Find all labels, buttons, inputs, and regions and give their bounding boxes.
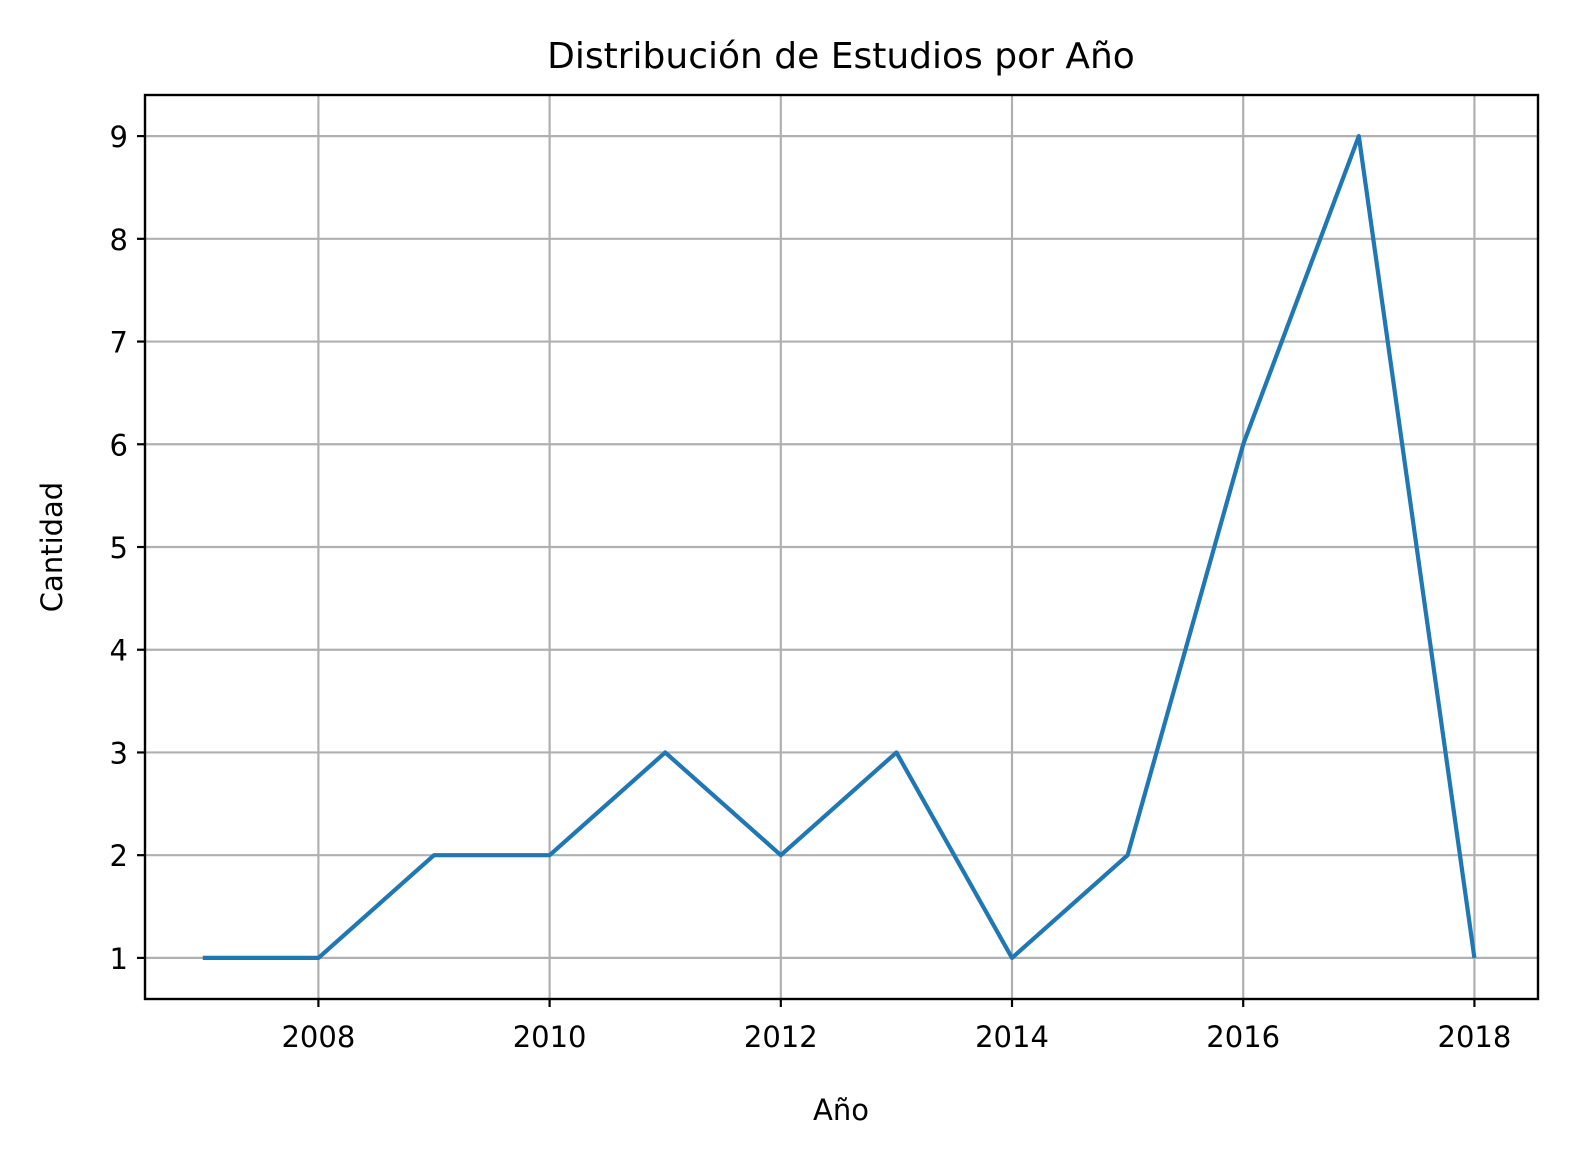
x-tick-label: 2008 bbox=[281, 1020, 355, 1054]
y-tick-label: 3 bbox=[110, 736, 128, 770]
y-tick-label: 2 bbox=[110, 839, 128, 873]
y-tick-label: 1 bbox=[110, 942, 128, 976]
y-tick-label: 5 bbox=[110, 531, 128, 565]
axis-ticks: 2008 2010 2012 2014 2016 2018 1 2 3 4 5 6 7 8 9 bbox=[110, 120, 1512, 1054]
chart-title: Distribución de Estudios por Año bbox=[547, 36, 1135, 77]
series-layer bbox=[202, 133, 1477, 961]
y-tick-label: 4 bbox=[110, 634, 128, 668]
y-tick-label: 7 bbox=[110, 326, 128, 360]
x-axis-label: Año bbox=[813, 1093, 869, 1127]
series-line-0 bbox=[202, 133, 1477, 961]
y-tick-label: 6 bbox=[110, 428, 128, 462]
x-tick-label: 2012 bbox=[744, 1020, 818, 1054]
grid bbox=[145, 95, 1538, 999]
x-tick-label: 2018 bbox=[1438, 1020, 1512, 1054]
x-tick-label: 2016 bbox=[1206, 1020, 1280, 1054]
x-tick-label: 2014 bbox=[975, 1020, 1049, 1054]
y-axis-label: Cantidad bbox=[35, 482, 69, 612]
y-tick-label: 9 bbox=[110, 120, 128, 154]
y-tick-label: 8 bbox=[110, 223, 128, 257]
x-tick-label: 2010 bbox=[513, 1020, 587, 1054]
